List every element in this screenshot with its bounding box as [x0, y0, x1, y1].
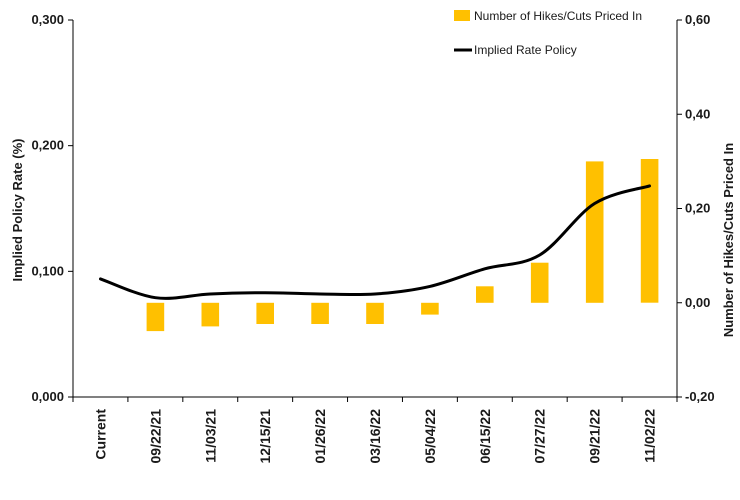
bar-09-21-22 — [585, 161, 604, 303]
bar-11-02-22 — [640, 159, 659, 303]
x-tick-label: 11/02/22 — [642, 409, 658, 463]
x-tick-label: 07/27/22 — [532, 409, 548, 464]
x-tick-label: 11/03/21 — [202, 409, 218, 463]
legend-label-bars: Number of Hikes/Cuts Priced In — [474, 9, 642, 23]
bar-series — [146, 159, 659, 332]
x-tick-label: 09/21/22 — [587, 409, 603, 464]
bar-06-15-22 — [476, 286, 494, 303]
y-tick-label-right: 0,40 — [685, 106, 710, 121]
y-tick-label-right: 0,20 — [685, 201, 710, 216]
axes: 0,000 0,100 0,200 0,300 -0,20 0,00 0,20 0,40 0,6… — [31, 12, 714, 464]
implied-rate-line — [99, 184, 651, 300]
legend-label-line: Implied Rate Policy — [474, 43, 577, 57]
legend: Number of Hikes/Cuts Priced In Implied R… — [454, 9, 642, 57]
y-tick-label-left: 0,100 — [31, 263, 64, 278]
x-tick-label: 05/04/22 — [422, 409, 438, 464]
x-tick-label: 03/16/22 — [367, 409, 383, 464]
y-tick-label-right: -0,20 — [685, 389, 715, 404]
x-tick-label: 06/15/22 — [477, 409, 493, 464]
x-tick-label: 09/22/21 — [147, 409, 163, 464]
y-tick-label-left: 0,000 — [31, 389, 64, 404]
bar-07-27-22 — [530, 262, 549, 303]
x-tick-label: 12/15/21 — [257, 409, 273, 464]
bar-01-26-22 — [311, 302, 329, 324]
bar-09-22-21 — [146, 302, 165, 332]
y-tick-label-right: 0,00 — [685, 295, 710, 310]
x-tick-label: 01/26/22 — [312, 409, 328, 464]
y-axis-label-right: Number of Hikes/Cuts Priced In — [721, 143, 736, 337]
bar-05-04-22 — [421, 302, 439, 315]
y-tick-label-left: 0,300 — [31, 12, 64, 27]
bar-12-15-21 — [256, 302, 274, 324]
legend-swatch-bars — [454, 10, 470, 21]
bar-03-16-22 — [366, 302, 384, 324]
y-axis-label-left: Implied Policy Rate (%) — [10, 138, 25, 281]
y-tick-label-left: 0,200 — [31, 138, 64, 153]
bar-11-03-21 — [201, 302, 220, 327]
x-tick-label: Current — [93, 409, 109, 460]
y-tick-label-right: 0,60 — [685, 12, 710, 27]
